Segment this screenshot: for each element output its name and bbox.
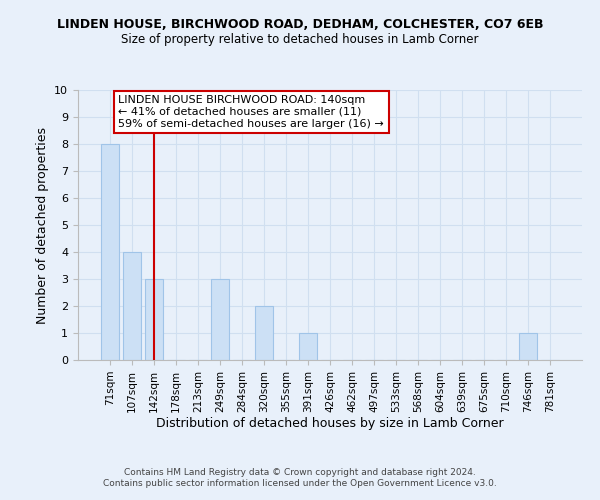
Bar <box>145 279 163 360</box>
Bar <box>520 333 537 360</box>
Bar <box>101 144 119 360</box>
Text: LINDEN HOUSE, BIRCHWOOD ROAD, DEDHAM, COLCHESTER, CO7 6EB: LINDEN HOUSE, BIRCHWOOD ROAD, DEDHAM, CO… <box>57 18 543 30</box>
Bar <box>123 252 140 360</box>
X-axis label: Distribution of detached houses by size in Lamb Corner: Distribution of detached houses by size … <box>156 418 504 430</box>
Text: Size of property relative to detached houses in Lamb Corner: Size of property relative to detached ho… <box>121 32 479 46</box>
Text: LINDEN HOUSE BIRCHWOOD ROAD: 140sqm
← 41% of detached houses are smaller (11)
59: LINDEN HOUSE BIRCHWOOD ROAD: 140sqm ← 41… <box>118 96 384 128</box>
Y-axis label: Number of detached properties: Number of detached properties <box>36 126 49 324</box>
Bar <box>299 333 317 360</box>
Bar <box>255 306 273 360</box>
Bar <box>211 279 229 360</box>
Text: Contains HM Land Registry data © Crown copyright and database right 2024.
Contai: Contains HM Land Registry data © Crown c… <box>103 468 497 487</box>
